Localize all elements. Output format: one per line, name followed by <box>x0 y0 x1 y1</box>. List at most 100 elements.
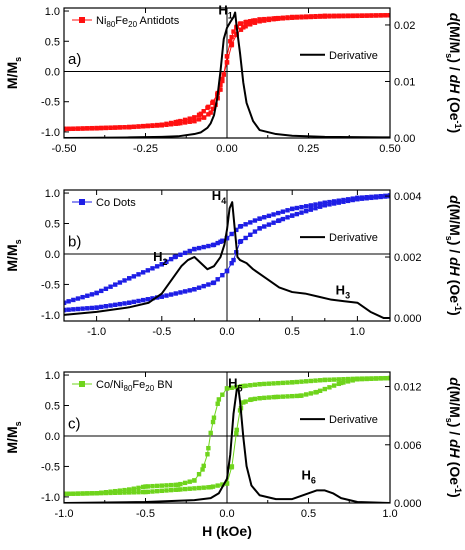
loop-point <box>336 377 341 382</box>
loop-point <box>113 125 118 130</box>
loop-point <box>172 254 178 260</box>
loop-point <box>238 384 244 389</box>
loop-point <box>143 484 148 489</box>
loop-point <box>99 125 104 131</box>
loop-point <box>200 467 205 472</box>
loop-point <box>108 303 113 308</box>
loop-point <box>178 252 183 257</box>
loop-point <box>290 14 295 20</box>
x-tick-label: 1.0 <box>350 326 365 338</box>
loop-point <box>201 283 206 289</box>
loop-point <box>215 277 220 282</box>
loop-point <box>196 117 202 122</box>
loop-point <box>154 483 160 489</box>
loop-point <box>75 491 81 496</box>
loop-point <box>173 487 178 492</box>
loop-point <box>196 471 202 477</box>
loop-point <box>266 213 272 219</box>
loop-point <box>66 299 71 304</box>
loop-point <box>127 300 132 305</box>
loop-point <box>208 484 213 490</box>
loop-point <box>201 463 206 469</box>
loop-point <box>208 110 213 115</box>
loop-point <box>359 13 365 18</box>
loop-point <box>231 257 236 263</box>
loop-point <box>248 232 253 237</box>
panel-label: b) <box>68 233 81 250</box>
y-tick-label-left: -1.0 <box>41 492 60 504</box>
loop-point <box>145 297 151 302</box>
y-tick-label-right: 0.002 <box>394 252 422 264</box>
loop-point <box>196 245 202 251</box>
loop-point <box>201 485 206 490</box>
loop-point <box>317 204 323 209</box>
loop-point <box>178 487 183 492</box>
loop-point <box>75 306 81 312</box>
loop-point <box>336 13 341 18</box>
loop-point <box>168 292 174 297</box>
loop-point <box>205 105 210 110</box>
legend-label-loop: Ni80Fe20 Antidots <box>96 15 180 29</box>
loop-point <box>290 213 295 218</box>
loop-point <box>234 384 239 390</box>
peak-label: H6 <box>301 468 315 486</box>
loop-point <box>103 490 109 496</box>
loop-point <box>145 484 151 489</box>
loop-point <box>308 14 314 19</box>
loop-point <box>299 379 304 384</box>
loop-point <box>234 431 239 436</box>
loop-point <box>127 124 132 130</box>
loop-point <box>313 202 318 207</box>
loop-point <box>94 305 99 310</box>
loop-point <box>94 125 99 131</box>
loop-point <box>252 382 258 387</box>
y-tick-label-left: 0.0 <box>45 249 60 261</box>
loop-point <box>206 282 211 287</box>
loop-point <box>64 307 67 313</box>
peak-label: H3 <box>336 283 350 301</box>
loop-point <box>80 126 85 131</box>
loop-point <box>175 121 181 126</box>
loop-point <box>262 16 267 22</box>
loop-point <box>127 490 132 495</box>
loop-point <box>299 14 304 19</box>
loop-point <box>369 13 374 18</box>
loop-point <box>159 483 164 488</box>
loop-point <box>243 235 248 241</box>
loop-point <box>220 78 225 84</box>
loop-point <box>331 377 337 382</box>
loop-point <box>313 205 318 211</box>
loop-point <box>178 120 183 126</box>
loop-point <box>85 306 90 311</box>
loop-point <box>94 491 99 496</box>
x-axis-label: H (kOe) <box>202 523 252 539</box>
loop-point <box>244 19 249 25</box>
y-tick-label-right: 0.006 <box>394 440 422 452</box>
loop-point <box>192 287 197 292</box>
loop-point <box>327 199 332 205</box>
y-tick-label-left: 0.5 <box>45 401 60 413</box>
loop-point <box>164 488 169 493</box>
loop-point <box>285 208 290 213</box>
loop-point <box>276 15 281 21</box>
loop-point <box>308 378 314 384</box>
loop-point <box>178 290 183 295</box>
loop-point <box>317 13 323 19</box>
y-axis-label-left: M/Ms <box>4 239 23 271</box>
loop-point <box>248 19 253 24</box>
y-tick-label-left: 0.0 <box>45 66 60 78</box>
loop-point <box>290 393 295 399</box>
loop-point <box>150 296 155 301</box>
derivative-line <box>64 11 390 138</box>
loop-point <box>150 123 155 129</box>
loop-point <box>257 226 262 231</box>
loop-point <box>196 285 202 290</box>
loop-point <box>164 483 169 488</box>
loop-point <box>224 60 230 65</box>
x-tick-label: -0.25 <box>133 143 158 155</box>
loop-point <box>336 381 341 387</box>
loop-point <box>285 394 290 399</box>
loop-point <box>145 123 151 129</box>
loop-point <box>175 487 181 492</box>
